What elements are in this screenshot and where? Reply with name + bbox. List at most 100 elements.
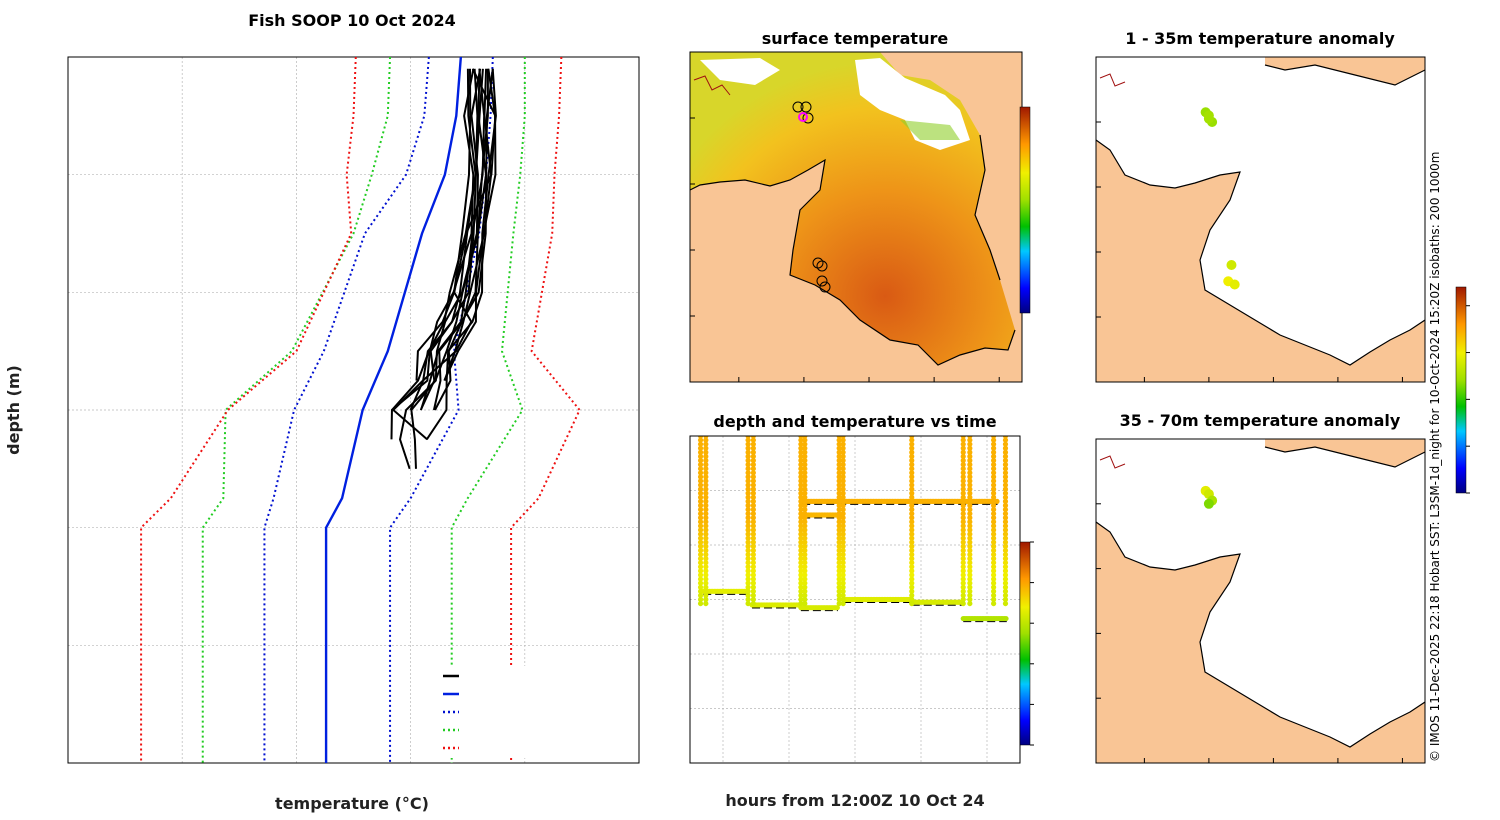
time-dot — [697, 506, 704, 513]
time-dot — [798, 592, 804, 599]
anom2-title: 35 - 70m temperature anomaly — [1120, 411, 1401, 430]
time-dot — [836, 486, 842, 492]
time-dot — [1002, 600, 1009, 607]
time-dot — [802, 490, 808, 496]
time-dot — [697, 490, 704, 496]
time-dot — [697, 547, 704, 554]
time-dot — [798, 506, 804, 513]
time-dot — [750, 543, 756, 549]
profile-xlabel: temperature (°C) — [275, 794, 429, 813]
time-dot — [697, 556, 704, 562]
time-dot — [960, 486, 966, 492]
time-dot — [703, 576, 709, 582]
anom2-land-north — [1265, 439, 1425, 467]
time-dot — [703, 584, 709, 590]
time-dot — [703, 547, 709, 554]
time-dot — [960, 445, 966, 451]
time-dot — [750, 506, 756, 513]
time-dot — [802, 470, 808, 476]
time-dot — [703, 560, 709, 566]
time-dot — [840, 478, 846, 484]
time-dot — [802, 535, 808, 541]
time-dot — [840, 580, 846, 586]
time-dot — [745, 576, 751, 582]
time-dot — [909, 560, 915, 566]
time-dot — [1002, 556, 1009, 562]
time-dot — [802, 543, 808, 549]
time-dot — [960, 519, 966, 525]
time-dot — [703, 486, 709, 492]
time-dot — [750, 511, 756, 517]
time-dot — [1002, 515, 1009, 521]
time-dot — [991, 462, 997, 468]
time-dot — [960, 466, 966, 472]
time-dot — [750, 564, 756, 570]
time-dot — [960, 572, 966, 578]
time-dot — [798, 572, 804, 578]
time-dot — [840, 572, 846, 578]
time-dot — [703, 551, 709, 558]
time-dot — [967, 506, 973, 513]
time-dot — [836, 515, 842, 521]
time-dot — [909, 556, 915, 562]
time-dot — [1002, 441, 1009, 447]
time-dot — [991, 568, 997, 574]
time-dot — [909, 494, 915, 500]
time-dot — [991, 445, 997, 451]
time-dot — [745, 560, 751, 566]
time-dot — [745, 506, 751, 513]
time-dot — [909, 564, 915, 570]
sst-title: surface temperature — [762, 29, 949, 48]
time-dot — [960, 584, 966, 590]
time-dot — [1002, 576, 1009, 582]
time-dot — [703, 527, 709, 533]
time-dot — [798, 470, 804, 476]
time-dot — [802, 457, 808, 464]
time-dot — [840, 596, 846, 603]
time-dot — [745, 572, 751, 578]
time-dot — [991, 564, 997, 570]
time-dot — [703, 441, 709, 447]
time-dot — [703, 592, 709, 599]
time-dot — [836, 462, 842, 468]
time-dot — [840, 576, 846, 582]
time-dot — [1002, 543, 1009, 549]
time-dot — [745, 556, 751, 562]
time-dot — [967, 527, 973, 533]
time-dot — [802, 547, 808, 554]
time-dot — [967, 445, 973, 451]
time-dot — [967, 588, 973, 594]
time-dot — [750, 576, 756, 582]
time-dot — [745, 600, 751, 607]
time-dot — [697, 596, 704, 603]
time-xlabel: hours from 12:00Z 10 Oct 24 — [725, 791, 984, 810]
time-dot — [750, 494, 756, 500]
time-dot — [991, 539, 997, 545]
time-dot — [909, 449, 915, 455]
time-dot — [750, 490, 756, 496]
time-title: depth and temperature vs time — [713, 412, 996, 431]
time-dot — [967, 490, 973, 496]
time-dot — [909, 547, 915, 554]
profile-line--3-std-dev — [510, 56, 581, 763]
time-dot — [703, 556, 709, 562]
time-dot — [836, 588, 842, 594]
time-dot — [798, 539, 804, 545]
fishsoop-casts — [390, 68, 497, 470]
time-dot — [909, 588, 915, 594]
time-dot — [697, 449, 704, 455]
time-dot — [745, 494, 751, 500]
time-dot — [750, 523, 756, 529]
time-dot — [836, 568, 842, 574]
anom1-land-north — [1265, 57, 1425, 85]
time-dot — [802, 494, 808, 500]
anomaly-map-2-panel: 35 - 70m temperature anomaly — [1095, 411, 1426, 764]
profile-ylabel: depth (m) — [4, 365, 23, 455]
time-dot — [967, 498, 973, 504]
time-dot — [960, 449, 966, 455]
time-dot — [960, 596, 966, 603]
time-dot — [798, 600, 804, 607]
time-series-dots — [697, 436, 1009, 623]
time-dot — [798, 498, 804, 504]
time-dot — [909, 478, 915, 484]
